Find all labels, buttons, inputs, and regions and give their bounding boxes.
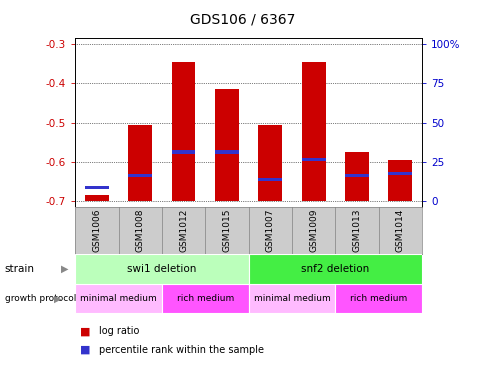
Text: strain: strain bbox=[5, 264, 35, 274]
Bar bbox=[162, 284, 248, 313]
Bar bbox=[214, 150, 238, 154]
Text: log ratio: log ratio bbox=[99, 326, 139, 336]
Bar bbox=[128, 174, 152, 177]
Text: GSM1008: GSM1008 bbox=[136, 208, 144, 252]
Bar bbox=[248, 284, 334, 313]
Bar bbox=[214, 89, 238, 201]
Text: GSM1015: GSM1015 bbox=[222, 208, 231, 252]
Text: GSM1013: GSM1013 bbox=[352, 208, 361, 252]
Bar bbox=[258, 178, 282, 181]
Text: minimal medium: minimal medium bbox=[253, 294, 330, 303]
Text: swi1 deletion: swi1 deletion bbox=[127, 264, 196, 274]
Text: ▶: ▶ bbox=[60, 264, 68, 274]
Text: ▶: ▶ bbox=[54, 293, 61, 303]
Text: rich medium: rich medium bbox=[176, 294, 233, 303]
Text: ■: ■ bbox=[80, 344, 91, 355]
Bar bbox=[388, 160, 411, 201]
Bar bbox=[344, 152, 368, 201]
Bar bbox=[258, 124, 282, 201]
Text: snf2 deletion: snf2 deletion bbox=[301, 264, 369, 274]
Text: ■: ■ bbox=[80, 326, 91, 336]
Text: GDS106 / 6367: GDS106 / 6367 bbox=[189, 13, 295, 27]
Bar bbox=[301, 62, 325, 201]
Bar bbox=[75, 284, 162, 313]
Text: percentile rank within the sample: percentile rank within the sample bbox=[99, 344, 264, 355]
Text: GSM1012: GSM1012 bbox=[179, 208, 188, 251]
Bar bbox=[388, 172, 411, 175]
Bar bbox=[171, 150, 195, 154]
Bar bbox=[171, 62, 195, 201]
Text: GSM1006: GSM1006 bbox=[92, 208, 101, 252]
Text: growth protocol: growth protocol bbox=[5, 294, 76, 303]
Bar bbox=[301, 158, 325, 161]
Bar bbox=[85, 186, 108, 189]
Bar bbox=[334, 284, 421, 313]
Text: GSM1007: GSM1007 bbox=[265, 208, 274, 252]
Bar bbox=[128, 124, 152, 201]
Text: rich medium: rich medium bbox=[349, 294, 407, 303]
Text: GSM1009: GSM1009 bbox=[308, 208, 318, 252]
Bar bbox=[248, 254, 421, 284]
Text: minimal medium: minimal medium bbox=[80, 294, 156, 303]
Bar bbox=[75, 254, 248, 284]
Bar bbox=[344, 174, 368, 177]
Text: GSM1014: GSM1014 bbox=[395, 208, 404, 251]
Bar bbox=[85, 195, 108, 201]
